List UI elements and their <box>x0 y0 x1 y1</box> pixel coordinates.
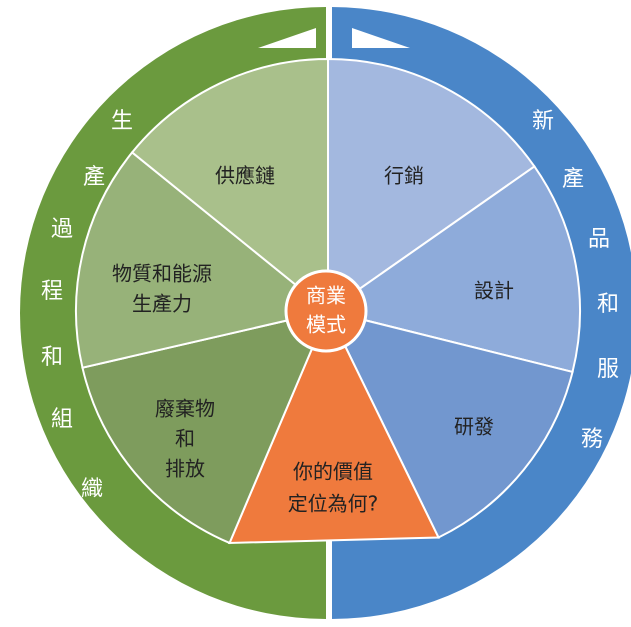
ring-char: 務 <box>581 427 603 452</box>
ring-char: 過 <box>51 217 73 242</box>
segment-label: 設計 <box>474 279 514 303</box>
segment-label: 廢棄物 <box>155 397 215 421</box>
ring-char: 組 <box>51 407 73 432</box>
ring-char: 產 <box>562 167 584 192</box>
center-label: 模式 <box>306 313 346 337</box>
segment-label: 行銷 <box>384 164 424 188</box>
ring-char: 程 <box>41 279 63 304</box>
center-circle <box>284 269 368 353</box>
center-label: 商業 <box>306 284 346 308</box>
segment-label: 研發 <box>454 415 494 439</box>
ring-char: 織 <box>81 477 103 502</box>
segment <box>325 165 581 374</box>
ring-char: 新 <box>532 109 554 134</box>
segment-label: 你的價值 <box>293 460 373 484</box>
arrow-right <box>352 28 410 48</box>
ring-char: 產 <box>83 165 105 190</box>
segment <box>327 57 536 313</box>
segment <box>326 309 574 539</box>
ring-char: 和 <box>41 345 63 370</box>
segment-label: 排放 <box>165 457 205 481</box>
ring-char: 服 <box>597 357 619 382</box>
segment-label: 物質和能源 <box>112 262 212 286</box>
segment-label: 定位為何? <box>288 492 379 516</box>
segment <box>75 151 331 369</box>
segment <box>130 57 329 314</box>
ring-char: 品 <box>588 227 610 252</box>
segment-label: 和 <box>175 427 195 451</box>
segment-label: 供應鏈 <box>215 164 275 188</box>
ring-char: 生 <box>111 109 133 134</box>
segment-label: 生產力 <box>132 292 192 316</box>
arrow-left <box>258 28 316 48</box>
segment <box>81 309 330 545</box>
ring-char: 和 <box>597 292 619 317</box>
